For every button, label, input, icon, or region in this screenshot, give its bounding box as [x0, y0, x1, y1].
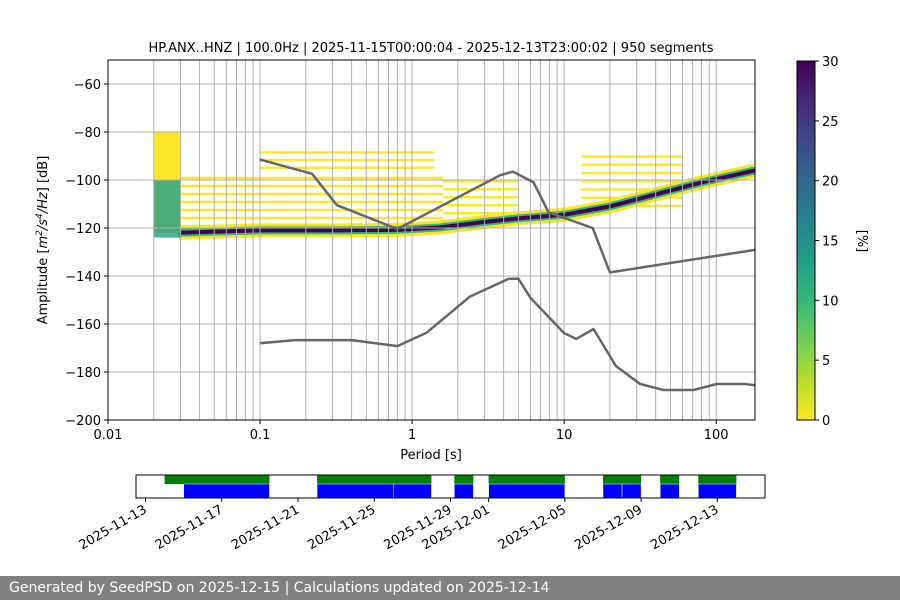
colorbar-gradient: [796, 60, 816, 421]
density-band-3-row: [581, 171, 683, 175]
availability-blue-segment: [454, 483, 474, 499]
density-band-3-row: [581, 163, 683, 167]
density-band-0-row: [260, 158, 435, 162]
availability-green-segment: [602, 475, 642, 484]
x-tick-label: 0.01: [94, 428, 123, 443]
y-tick-label: −100: [65, 174, 101, 189]
availability-green-segment: [488, 475, 565, 484]
density-band-3-row: [581, 188, 683, 191]
colorbar-tick-label: 0: [822, 414, 830, 429]
density-band-1-row: [180, 184, 444, 188]
density-band-0-row: [260, 166, 435, 170]
short-period-edge-core: [153, 180, 181, 238]
density-band-0-row: [260, 151, 435, 154]
high-noise-model-line: [259, 158, 755, 274]
density-band-2-row: [443, 188, 519, 191]
y-tick-label: −60: [74, 78, 101, 93]
density-band-3-row: [581, 155, 683, 158]
y-tick-label: −80: [74, 126, 101, 141]
x-tick-label: 10: [556, 428, 573, 443]
density-band-2-row: [443, 212, 519, 215]
x-tick-label: 1: [408, 428, 416, 443]
y-tick-label: −180: [65, 366, 101, 381]
density-band-1-row: [180, 200, 444, 204]
colorbar-tick-label: 15: [822, 235, 839, 250]
availability-blue-segment: [698, 483, 737, 499]
y-tick-label: −200: [65, 414, 101, 429]
availability-green-segment: [317, 475, 432, 484]
colorbar-tick-label: 25: [822, 115, 839, 130]
colorbar-tick-label: 20: [822, 175, 839, 190]
density-band-2-row: [443, 196, 519, 199]
density-band-2-row: [443, 180, 519, 183]
noise-model-curves: [259, 158, 755, 392]
low-noise-model-line: [259, 277, 755, 392]
footer-text: Generated by SeedPSD on 2025-12-15 | Cal…: [9, 580, 550, 596]
density-band-1-row: [180, 208, 444, 212]
density-band-1-row: [180, 192, 444, 196]
availability-green-segment: [454, 475, 474, 484]
availability-green-segment: [660, 475, 680, 484]
colorbar-tick-label: 30: [822, 55, 839, 70]
x-axis-label: Period [s]: [400, 448, 462, 463]
density-band-1-row: [180, 176, 444, 180]
colorbar-label: [%]: [854, 230, 869, 253]
availability-blue-segment: [393, 483, 432, 499]
y-tick-label: −120: [65, 222, 101, 237]
availability-green-segment: [698, 475, 737, 484]
x-axis-ticks: 0.01 0.1 1 10 100: [94, 420, 729, 443]
y-tick-label: −160: [65, 318, 101, 333]
y-axis-ticks: −60 −80 −100 −120 −140 −160 −180 −200: [65, 78, 108, 429]
grid-lines: [108, 60, 755, 420]
availability-segments: [164, 475, 737, 499]
x-tick-label: 100: [704, 428, 729, 443]
availability-blue-segment: [316, 483, 394, 499]
availability-blue-segment: [621, 483, 642, 499]
y-axis-label: Amplitude [m2/s4/Hz] [dB]: [35, 156, 51, 325]
colorbar-ticks: 0 5 10 15 20 25 30: [815, 55, 839, 429]
y-tick-label: −140: [65, 270, 101, 285]
density-band-1-row: [180, 216, 444, 220]
availability-blue-segment: [659, 483, 680, 499]
chart-title: HP.ANX..HNZ | 100.0Hz | 2025-11-15T00:00…: [148, 41, 713, 56]
x-tick-label: 0.1: [250, 428, 271, 443]
availability-blue-segment: [488, 483, 566, 499]
availability-blue-segment: [602, 483, 623, 499]
density-band-3-row: [581, 180, 683, 183]
ppsd-plot-area: 0.01 0.1 1 10 100 −60 −80 −100 −120 −140 −160 −180…: [65, 59, 756, 443]
footer-bar: Generated by SeedPSD on 2025-12-15 | Cal…: [0, 576, 900, 600]
plot-frame: [107, 59, 756, 421]
density-band-2-row: [443, 204, 519, 207]
availability-blue-segment: [183, 483, 270, 499]
colorbar: 0 5 10 15 20 25 30 [%]: [796, 55, 869, 429]
ppsd-figure: HP.ANX..HNZ | 100.0Hz | 2025-11-15T00:00…: [35, 41, 869, 554]
colorbar-tick-label: 5: [822, 354, 830, 369]
colorbar-tick-label: 10: [822, 294, 839, 309]
availability-green-segment: [164, 475, 270, 484]
